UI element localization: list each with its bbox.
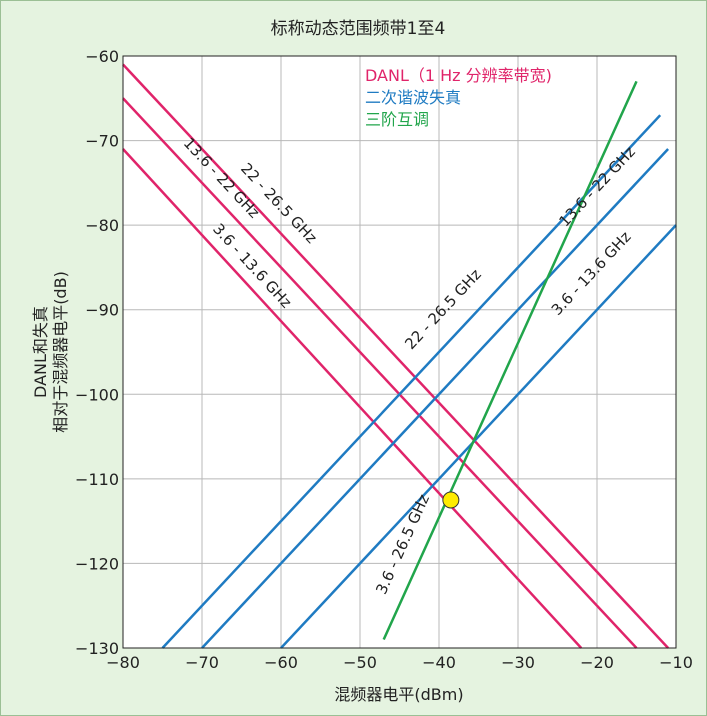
series-line xyxy=(201,148,670,649)
legend-entry: 二次谐波失真 xyxy=(365,88,461,107)
x-tick-label: −70 xyxy=(185,653,219,672)
series-line xyxy=(382,80,638,641)
legend-entry: 三阶互调 xyxy=(365,110,429,129)
y-tick-label: −90 xyxy=(85,301,119,320)
y-tick-label: −130 xyxy=(75,639,119,658)
series-line xyxy=(161,114,662,649)
x-tick-label: −40 xyxy=(422,653,456,672)
y-axis-label-line2: 相对于混频器电平(dB) xyxy=(51,271,70,433)
y-tick-label: −60 xyxy=(85,47,119,66)
y-tick-label: −120 xyxy=(75,554,119,573)
x-axis-label: 混频器电平(dBm) xyxy=(334,685,463,704)
y-tick-label: −80 xyxy=(85,216,119,235)
series-line xyxy=(122,63,670,649)
x-tick-label: −30 xyxy=(501,653,535,672)
series-lines xyxy=(122,63,677,649)
y-tick-label: −110 xyxy=(75,470,119,489)
x-tick-label: −20 xyxy=(580,653,614,672)
tick-labels: −80 −70 −60 −50 −40 −30 −20 −10 −60 −70 −80 −90 −100… xyxy=(75,47,693,672)
x-tick-label: −10 xyxy=(659,653,693,672)
legend-entry: DANL（1 Hz 分辨率带宽) xyxy=(365,66,552,85)
plot-area xyxy=(123,56,676,648)
y-tick-label: −100 xyxy=(75,385,119,404)
series-line xyxy=(122,148,583,649)
x-tick-label: −60 xyxy=(264,653,298,672)
intersection-marker xyxy=(442,491,460,509)
series-line xyxy=(280,224,677,649)
y-axis-label-line1: DANL和失真 xyxy=(31,306,50,398)
x-tick-label: −50 xyxy=(343,653,377,672)
y-tick-label: −70 xyxy=(85,132,119,151)
series-line xyxy=(122,97,638,649)
chart-title: 标称动态范围频带1至4 xyxy=(271,19,446,39)
x-tick-label: −80 xyxy=(106,653,140,672)
plot-border xyxy=(122,55,677,649)
